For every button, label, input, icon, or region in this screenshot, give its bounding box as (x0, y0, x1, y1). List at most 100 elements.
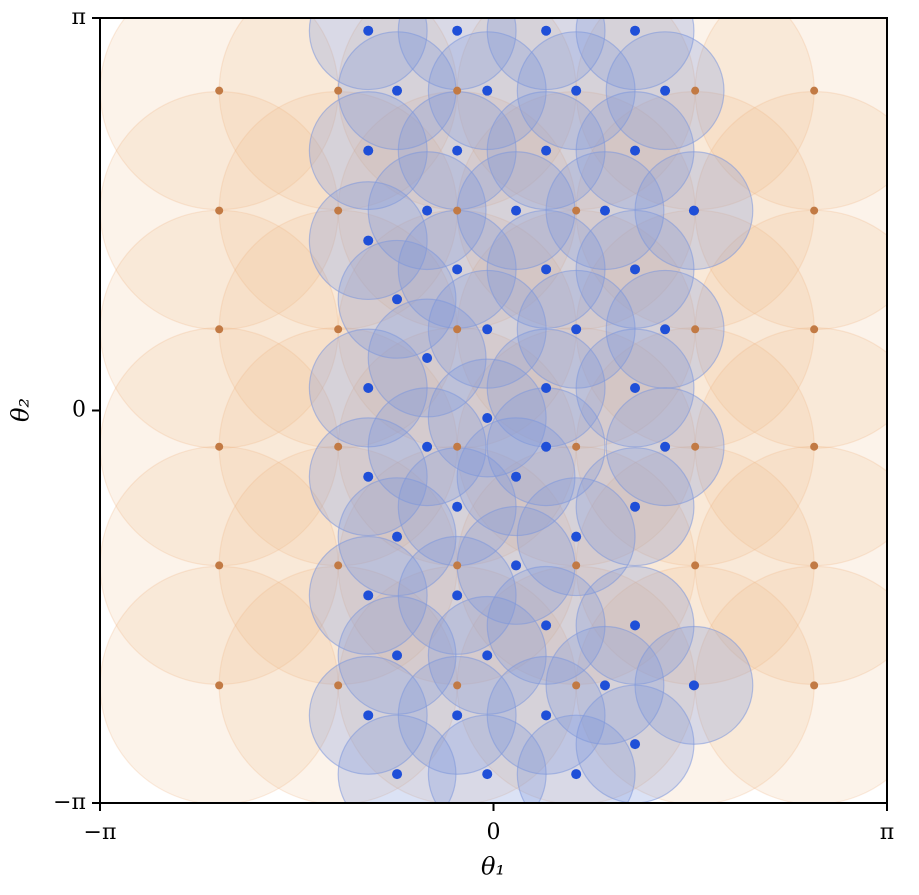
y-tick-label: 0 (72, 398, 86, 423)
point (599, 680, 610, 691)
plot-area (100, 18, 887, 803)
point (688, 205, 699, 216)
point (363, 471, 374, 482)
point (334, 442, 343, 451)
point (599, 205, 610, 216)
point (453, 442, 462, 451)
point (452, 264, 463, 275)
point (392, 531, 403, 542)
x-axis-label: θ₁ (481, 853, 505, 881)
point (810, 442, 819, 451)
point (215, 86, 224, 95)
point (482, 412, 493, 423)
point (691, 325, 700, 334)
point (215, 206, 224, 215)
point (452, 25, 463, 36)
point (660, 441, 671, 452)
point (810, 681, 819, 690)
coverage-disc (427, 714, 547, 803)
point (630, 25, 641, 36)
point (691, 561, 700, 570)
x-tick-label: 0 (487, 820, 501, 845)
point (541, 264, 552, 275)
y-axis-label: θ₂ (7, 398, 35, 422)
point (452, 501, 463, 512)
point (482, 324, 493, 335)
point (571, 531, 582, 542)
point (571, 769, 582, 780)
point (392, 769, 403, 780)
point (630, 145, 641, 156)
y-tick-label: −π (53, 790, 86, 815)
point (392, 294, 403, 305)
point (453, 86, 462, 95)
point (810, 206, 819, 215)
point (363, 25, 374, 36)
point (452, 145, 463, 156)
point (422, 353, 433, 364)
point (482, 769, 493, 780)
coverage-disc (337, 714, 457, 803)
point (363, 590, 374, 601)
x-tick-label: −π (84, 820, 117, 845)
point (630, 501, 641, 512)
coverage-disc (308, 18, 428, 91)
point (511, 205, 522, 216)
point (511, 471, 522, 482)
point (334, 681, 343, 690)
coverage-disc (516, 714, 636, 803)
point (541, 620, 552, 631)
point (453, 561, 462, 570)
point (691, 86, 700, 95)
point (541, 25, 552, 36)
point (215, 325, 224, 334)
point (215, 681, 224, 690)
point (363, 235, 374, 246)
point (660, 85, 671, 96)
point (572, 206, 581, 215)
point (572, 442, 581, 451)
point (363, 383, 374, 394)
point (363, 145, 374, 156)
point (334, 206, 343, 215)
point (453, 681, 462, 690)
point (541, 441, 552, 452)
point (630, 739, 641, 750)
point (630, 620, 641, 631)
point (453, 325, 462, 334)
point (422, 441, 433, 452)
point (215, 561, 224, 570)
point (392, 650, 403, 661)
point (541, 383, 552, 394)
point (334, 561, 343, 570)
point (482, 85, 493, 96)
point (334, 325, 343, 334)
point (453, 206, 462, 215)
point (511, 560, 522, 571)
point (541, 710, 552, 721)
point (810, 325, 819, 334)
point (572, 561, 581, 570)
point (215, 442, 224, 451)
point (571, 324, 582, 335)
point (691, 442, 700, 451)
point (810, 86, 819, 95)
y-tick-label: π (72, 5, 86, 30)
point (630, 383, 641, 394)
point (422, 205, 433, 216)
point (452, 710, 463, 721)
point (810, 561, 819, 570)
point (541, 145, 552, 156)
point (660, 324, 671, 335)
x-tick-label: π (880, 820, 894, 845)
point (363, 710, 374, 721)
point (688, 680, 699, 691)
point (482, 650, 493, 661)
point (572, 681, 581, 690)
point (571, 85, 582, 96)
point (452, 590, 463, 601)
point (392, 85, 403, 96)
point (630, 264, 641, 275)
point (334, 86, 343, 95)
